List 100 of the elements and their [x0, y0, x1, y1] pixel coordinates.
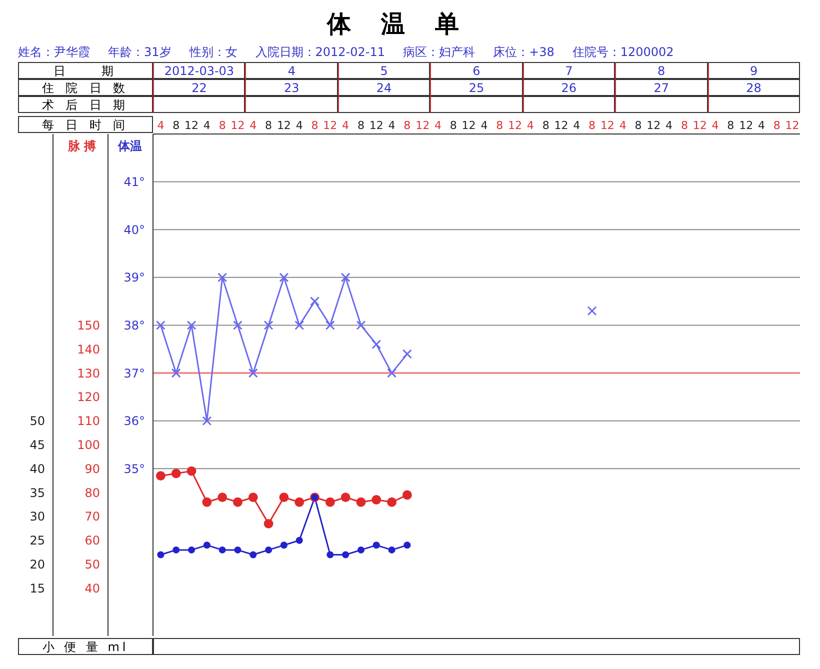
point — [356, 320, 366, 330]
x-tick-label: 12 — [184, 119, 199, 132]
text: 姓名：尹华霞 — [18, 44, 90, 61]
point — [342, 551, 350, 558]
point — [279, 272, 289, 282]
x-tick-label: 12 — [600, 119, 614, 132]
x-tick-label: 4 — [250, 119, 257, 132]
x-tick-label: 4 — [203, 119, 210, 132]
text: 9 — [708, 62, 800, 79]
point — [296, 536, 303, 544]
point — [404, 542, 411, 549]
x-tick-label: 4 — [526, 119, 534, 132]
text: 小 便 量 ml — [18, 638, 153, 655]
x-tick-label: 12 — [554, 119, 568, 132]
x-tick-label: 12 — [646, 119, 661, 132]
text: 4 — [245, 62, 338, 79]
text: 病区：妇产科 — [403, 44, 476, 61]
point — [218, 546, 226, 554]
text: 27 — [615, 79, 708, 96]
point — [372, 542, 380, 549]
point — [326, 551, 334, 558]
x-tick-label: 4 — [388, 119, 396, 132]
point — [356, 497, 366, 507]
x-tick-label: 8 — [496, 119, 504, 132]
x-tick-label: 8 — [311, 119, 318, 132]
x-tick-label: 8 — [357, 119, 364, 132]
y3-tick-label: 35 — [30, 486, 45, 500]
y-tick-label: 40° — [124, 222, 145, 237]
point — [234, 546, 242, 554]
point — [171, 368, 181, 378]
x-tick-label: 4 — [296, 119, 303, 132]
point — [202, 416, 212, 426]
text: 床位：+38 — [493, 44, 554, 61]
point — [248, 492, 258, 502]
y2-tick-label: 150 — [77, 318, 100, 332]
y2-tick-label: 110 — [77, 414, 100, 428]
point — [387, 368, 397, 378]
text: 住 院 日 数 — [18, 79, 153, 96]
text: 每 日 时 间 — [18, 116, 153, 133]
point — [372, 340, 382, 350]
x-tick-label: 12 — [416, 119, 430, 132]
y3-tick-label: 25 — [30, 534, 45, 548]
text: 入院日期：2012-02-11 — [255, 44, 386, 61]
y-tick-label: 41° — [124, 175, 145, 190]
point — [340, 272, 350, 282]
y3-tick-label: 20 — [30, 558, 45, 572]
point — [280, 542, 288, 549]
y3-tick-label: 15 — [30, 581, 45, 596]
point — [357, 546, 364, 554]
point — [186, 320, 196, 330]
y3-tick-label: 40 — [30, 462, 45, 476]
text: 住院号：1200002 — [572, 44, 674, 61]
y-tick-label: 39° — [124, 270, 145, 285]
y-tick-label: 37° — [124, 366, 145, 380]
point — [156, 320, 166, 330]
text: 6 — [430, 62, 523, 79]
point — [325, 497, 335, 507]
y2-tick-label: 120 — [77, 390, 100, 404]
x-tick-label: 12 — [692, 119, 707, 132]
y2-tick-label: 80 — [84, 486, 100, 500]
point — [294, 497, 304, 507]
point — [387, 497, 396, 507]
point — [372, 495, 382, 504]
x-tick-label: 8 — [727, 119, 734, 132]
y-tick-label: 35° — [124, 462, 145, 476]
chart-title: 体温单 — [326, 8, 490, 40]
point — [402, 490, 412, 500]
x-tick-label: 4 — [157, 119, 164, 132]
y3-tick-label: 50 — [30, 414, 45, 428]
x-tick-label: 4 — [619, 119, 626, 132]
y2-tick-label: 90 — [84, 462, 100, 476]
x-tick-label: 8 — [680, 119, 688, 132]
text: 日 期 — [18, 62, 153, 79]
y3-tick-label: 45 — [30, 438, 45, 452]
text: 5 — [338, 62, 430, 79]
y2-axis-title: 脉 搏 — [68, 138, 96, 155]
x-tick-label: 4 — [434, 119, 442, 132]
point — [294, 320, 304, 330]
x-tick-label: 12 — [462, 119, 476, 132]
point — [325, 320, 335, 330]
y2-tick-label: 50 — [84, 558, 100, 572]
x-tick-label: 12 — [508, 119, 522, 132]
x-tick-label: 4 — [712, 119, 719, 132]
point — [186, 466, 196, 476]
point — [218, 272, 228, 282]
text: 22 — [153, 79, 246, 96]
y-tick-label: 36° — [124, 414, 145, 428]
point — [248, 368, 258, 378]
x-tick-label: 12 — [230, 119, 245, 132]
x-tick-label: 8 — [542, 119, 550, 132]
point — [388, 546, 396, 554]
x-tick-label: 8 — [218, 119, 226, 132]
y2-tick-label: 60 — [84, 534, 100, 548]
text: 26 — [522, 79, 616, 96]
point — [233, 497, 242, 507]
x-tick-label: 8 — [588, 119, 596, 132]
text: 28 — [708, 79, 800, 96]
point — [172, 546, 180, 554]
x-tick-label: 8 — [773, 119, 780, 132]
x-tick-label: 8 — [450, 119, 457, 132]
